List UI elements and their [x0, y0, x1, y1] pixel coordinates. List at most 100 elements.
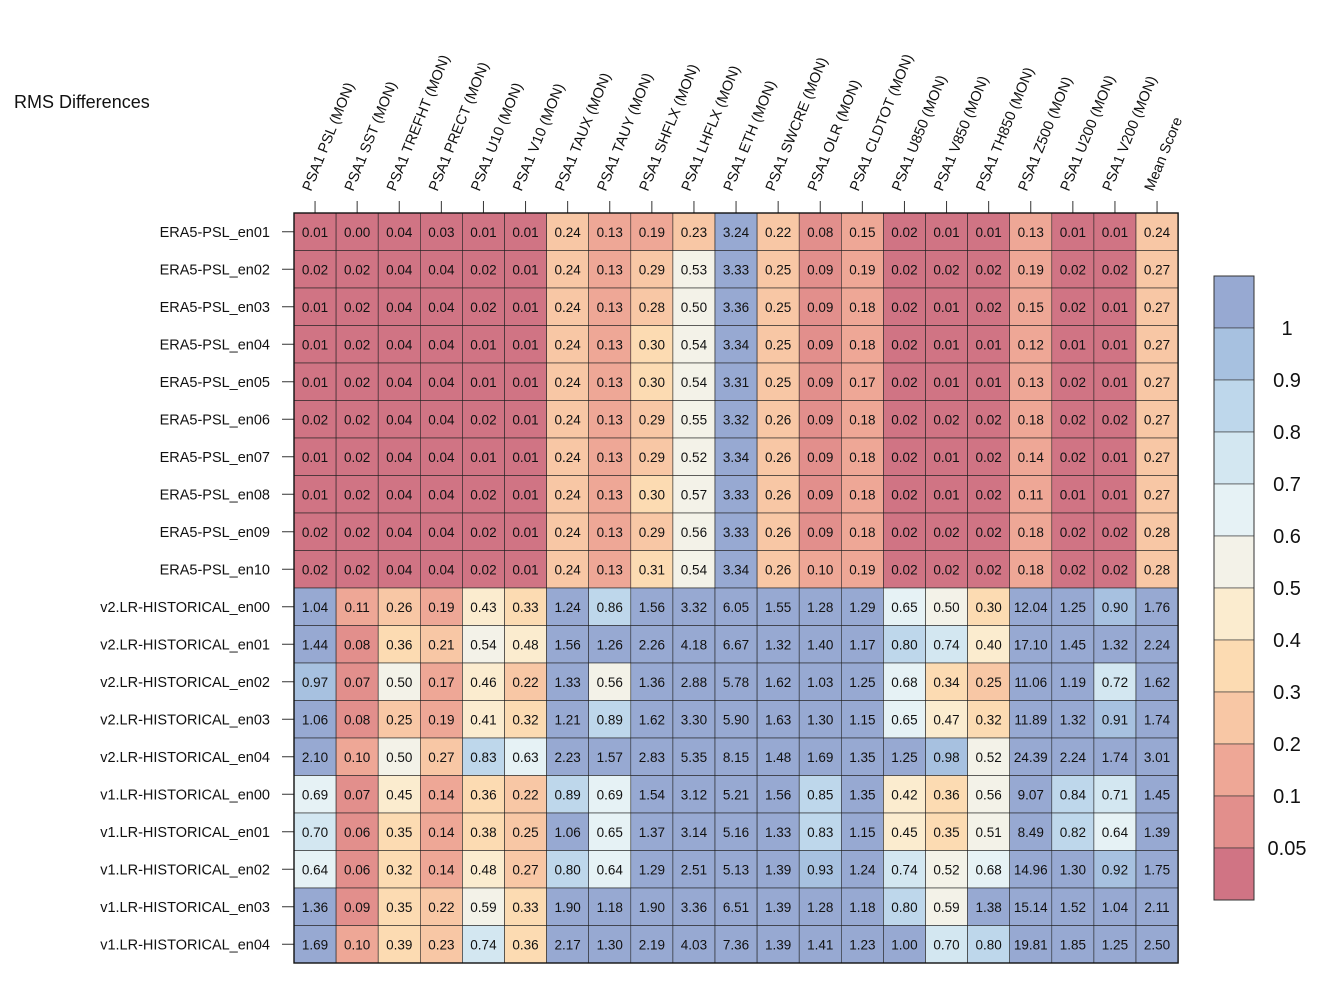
- cell-value-label: 0.01: [470, 337, 496, 352]
- heatmap-cell: [798, 700, 842, 739]
- cell-value-label: 3.01: [1144, 750, 1170, 765]
- heatmap-cell: [1135, 812, 1179, 851]
- cell-value-label: 0.19: [428, 712, 454, 727]
- cell-value-label: 0.01: [1102, 487, 1128, 502]
- cell-value-label: 0.02: [976, 525, 1002, 540]
- heatmap-cell: [1135, 287, 1179, 326]
- cell-value-label: 0.09: [807, 412, 833, 427]
- heatmap-cell: [672, 587, 716, 626]
- cell-value-label: 14.96: [1014, 862, 1048, 877]
- heatmap-cell: [714, 550, 758, 589]
- cell-value-label: 0.64: [1102, 825, 1129, 840]
- cell-value-label: 1.36: [639, 675, 665, 690]
- heatmap-cell: [714, 925, 758, 964]
- cell-value-label: 1.33: [765, 825, 791, 840]
- heatmap-cell: [419, 362, 463, 401]
- heatmap-cell: [967, 587, 1010, 626]
- cell-value-label: 0.59: [933, 900, 959, 915]
- cell-value-label: 1.75: [1144, 862, 1170, 877]
- colorbar-swatch: [1213, 327, 1255, 381]
- heatmap-cell: [925, 887, 968, 926]
- cell-value-label: 0.04: [386, 450, 413, 465]
- heatmap-cell: [1093, 775, 1137, 814]
- heatmap-cell: [546, 437, 589, 476]
- cell-value-label: 1.32: [765, 637, 791, 652]
- colorbar-label: 0.7: [1273, 474, 1301, 496]
- cell-value-label: 0.02: [344, 300, 370, 315]
- heatmap-cell: [1135, 512, 1179, 551]
- heatmap-cell: [630, 250, 674, 289]
- cell-value-label: 0.27: [512, 862, 538, 877]
- heatmap-cell: [798, 925, 842, 964]
- cell-value-label: 0.22: [512, 675, 538, 690]
- cell-value-label: 0.82: [1060, 825, 1086, 840]
- heatmap-frame: [293, 212, 1179, 964]
- cell-value-label: 1.32: [1060, 712, 1086, 727]
- cell-value-label: 0.14: [428, 862, 455, 877]
- heatmap-cell: [840, 400, 884, 439]
- cell-value-label: 1.56: [765, 787, 791, 802]
- heatmap-cell: [504, 587, 547, 626]
- cell-value-label: 0.97: [302, 675, 328, 690]
- heatmap-cell: [798, 587, 842, 626]
- row-label: v1.LR-HISTORICAL_en04: [100, 937, 270, 953]
- heatmap-cell: [335, 512, 379, 551]
- heatmap-cell: [672, 325, 716, 364]
- cell-value-label: 0.93: [807, 862, 833, 877]
- heatmap-cell: [883, 512, 926, 551]
- heatmap-cell: [756, 287, 800, 326]
- cell-value-label: 0.02: [344, 262, 370, 277]
- heatmap-cell: [377, 850, 421, 889]
- heatmap-cell: [588, 400, 632, 439]
- heatmap-cell: [925, 437, 968, 476]
- cell-value-label: 5.21: [723, 787, 749, 802]
- row-label: v1.LR-HISTORICAL_en02: [100, 862, 270, 878]
- heatmap-cell: [714, 775, 758, 814]
- heatmap-cell: [883, 887, 926, 926]
- heatmap-cell: [883, 362, 926, 401]
- heatmap-cell: [335, 887, 379, 926]
- cell-value-label: 0.09: [807, 525, 833, 540]
- cell-value-label: 0.18: [849, 487, 875, 502]
- heatmap-cell: [1135, 700, 1179, 739]
- heatmap-cell: [714, 475, 758, 514]
- cell-value-label: 0.04: [386, 562, 413, 577]
- cell-value-label: 19.81: [1014, 937, 1048, 952]
- heatmap-cell: [1135, 400, 1179, 439]
- heatmap-cell: [714, 362, 758, 401]
- cell-value-label: 0.31: [639, 562, 665, 577]
- cell-value-label: 0.27: [1144, 412, 1170, 427]
- cell-value-label: 0.25: [765, 262, 791, 277]
- column-labels: PSA1 PSL (MON)PSA1 SST (MON)PSA1 TREFHT …: [300, 52, 1186, 213]
- heatmap-cell: [925, 325, 968, 364]
- heatmap-cell: [1009, 625, 1053, 664]
- heatmap-cell: [335, 287, 379, 326]
- cell-value-label: 1.45: [1144, 787, 1170, 802]
- cell-value-label: 0.13: [1018, 375, 1044, 390]
- cell-value-label: 0.02: [1102, 262, 1128, 277]
- cell-value-label: 2.17: [555, 937, 581, 952]
- heatmap-cell: [293, 850, 337, 889]
- cell-value-label: 0.36: [512, 937, 538, 952]
- cell-value-label: 2.26: [639, 637, 665, 652]
- heatmap-cell: [419, 437, 463, 476]
- row-label: ERA5-PSL_en08: [160, 487, 270, 503]
- heatmap-cell: [588, 550, 632, 589]
- cell-value-label: 0.50: [933, 600, 959, 615]
- cell-value-label: 0.01: [512, 375, 538, 390]
- heatmap-cell: [1009, 662, 1053, 701]
- heatmap-cell: [714, 700, 758, 739]
- cell-value-label: 0.28: [639, 300, 665, 315]
- cell-value-label: 0.27: [428, 750, 454, 765]
- heatmap-cell: [335, 812, 379, 851]
- colorbar-label: 0.2: [1273, 734, 1301, 756]
- cell-value-label: 17.10: [1014, 637, 1048, 652]
- cell-value-label: 1.62: [639, 712, 665, 727]
- cell-value-label: 0.89: [555, 787, 581, 802]
- row-label: ERA5-PSL_en01: [160, 225, 270, 241]
- cell-value-label: 0.83: [470, 750, 496, 765]
- cell-value-label: 0.02: [344, 487, 370, 502]
- heatmap-cell: [1135, 662, 1179, 701]
- heatmap-cell: [967, 325, 1010, 364]
- cell-value-label: 0.12: [1018, 337, 1044, 352]
